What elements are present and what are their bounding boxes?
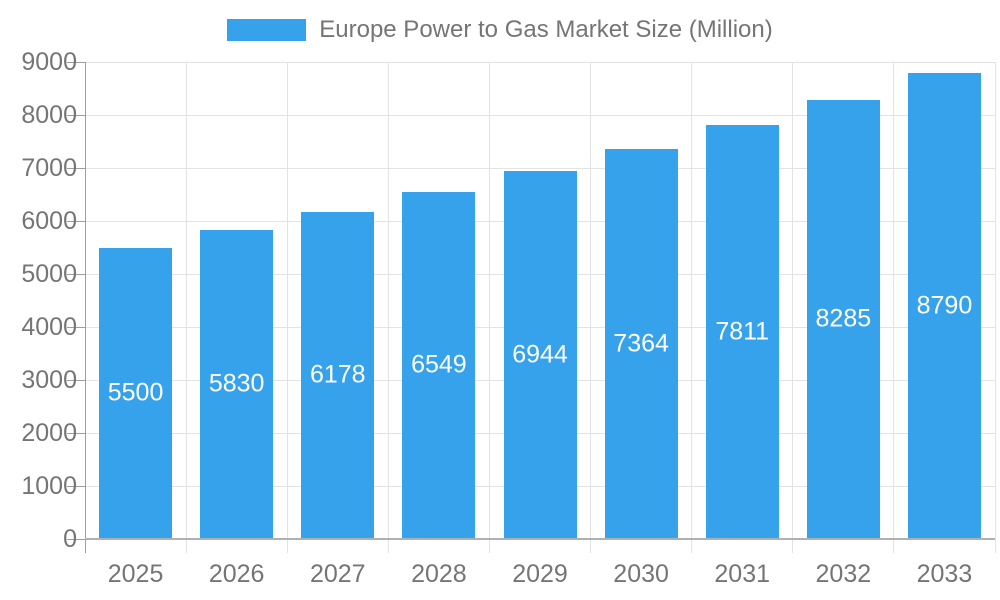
bar[interactable]: 8285 (806, 99, 880, 539)
bar-value-label: 6549 (411, 350, 467, 379)
legend-item[interactable]: Europe Power to Gas Market Size (Million… (0, 17, 1000, 43)
bar-value-label: 5500 (107, 378, 164, 407)
x-axis-line (85, 538, 995, 540)
x-axis-tick-label: 2028 (411, 560, 467, 588)
y-axis-tick-label: 6000 (21, 207, 77, 235)
gridline-vertical (792, 62, 794, 553)
gridline-vertical (286, 62, 288, 553)
y-axis-tick (67, 220, 85, 222)
y-axis-tick (67, 273, 85, 275)
bar[interactable]: 7811 (705, 125, 779, 539)
gridline-vertical (994, 62, 996, 553)
legend-swatch (227, 19, 307, 41)
y-axis-tick-label: 8000 (21, 101, 77, 129)
bar-value-label: 8790 (916, 291, 973, 320)
x-axis-tick-label: 2030 (613, 560, 669, 588)
bar[interactable]: 6549 (402, 191, 476, 539)
gridline-vertical (691, 62, 693, 553)
bar-value-label: 6178 (309, 360, 366, 389)
y-axis-tick-label: 1000 (21, 472, 77, 500)
y-axis-line (85, 62, 86, 553)
bar-value-label: 7364 (613, 329, 669, 358)
bar[interactable]: 5830 (200, 230, 274, 539)
x-axis-tick-label: 2025 (107, 560, 164, 588)
y-axis-tick (67, 432, 85, 434)
x-axis-tick-label: 2032 (815, 560, 872, 588)
y-axis-tick-label: 2000 (21, 419, 77, 447)
bar[interactable]: 6178 (301, 211, 375, 539)
bar-value-label: 6944 (512, 340, 568, 369)
y-axis-tick-label: 0 (63, 525, 77, 553)
y-axis-tick (67, 61, 85, 63)
y-axis-tick-label: 9000 (21, 48, 77, 76)
y-axis-tick-label: 7000 (21, 154, 77, 182)
y-axis-tick (67, 379, 85, 381)
bar[interactable]: 7364 (604, 148, 678, 539)
y-axis-tick (67, 167, 85, 169)
gridline-vertical (893, 62, 895, 553)
x-axis-tick-label: 2031 (714, 560, 771, 588)
gridline-vertical (590, 62, 592, 553)
y-axis-tick (67, 114, 85, 116)
bar-value-label: 5830 (208, 369, 265, 398)
x-axis-tick-label: 2029 (512, 560, 568, 588)
y-axis-tick-label: 5000 (21, 260, 77, 288)
gridline-vertical (488, 62, 490, 553)
y-axis-tick-label: 3000 (21, 366, 77, 394)
x-axis-tick-label: 2027 (309, 560, 366, 588)
bar-value-label: 8285 (815, 304, 872, 333)
bar[interactable]: 8790 (907, 73, 981, 539)
gridline-horizontal (85, 114, 995, 116)
x-axis-tick-label: 2026 (208, 560, 265, 588)
bar[interactable]: 5500 (99, 247, 173, 539)
y-axis-tick (67, 485, 85, 487)
legend-label: Europe Power to Gas Market Size (Million… (319, 16, 773, 43)
y-axis-tick (67, 326, 85, 328)
bar-value-label: 7811 (715, 317, 770, 346)
gridline-horizontal (85, 167, 995, 169)
x-axis-tick-label: 2033 (916, 560, 973, 588)
gridline-vertical (185, 62, 187, 553)
gridline-horizontal (85, 61, 995, 63)
gridline-vertical (387, 62, 389, 553)
bar[interactable]: 6944 (503, 170, 577, 539)
y-axis-tick (67, 538, 85, 540)
y-axis-tick-label: 4000 (21, 313, 77, 341)
